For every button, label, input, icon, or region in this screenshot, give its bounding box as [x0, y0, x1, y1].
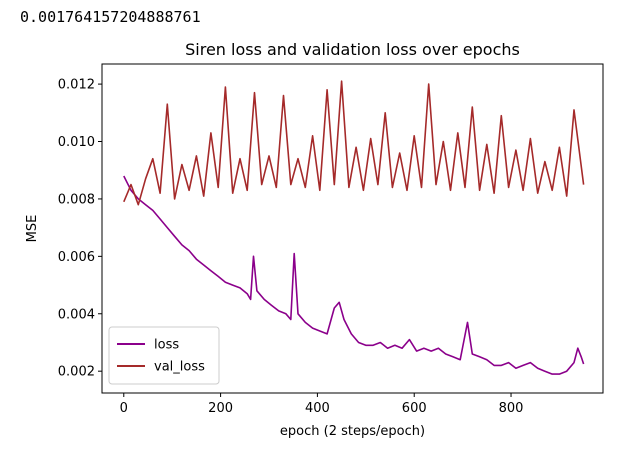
x-tick-label: 800 [499, 401, 524, 416]
y-axis-ticks: 0.002 0.004 0.006 0.008 0.010 0.012 [58, 78, 102, 380]
legend: loss val_loss [108, 326, 220, 385]
x-axis-ticks: 0 200 400 600 800 [120, 393, 524, 416]
series-line-loss [123, 175, 585, 375]
y-tick-label: 0.008 [58, 192, 95, 207]
series-layer [123, 80, 585, 375]
x-axis-label: epoch (2 steps/epoch) [280, 424, 425, 439]
x-tick-label: 600 [402, 401, 427, 416]
legend-label-loss: loss [154, 338, 179, 353]
y-axis-label: MSE [25, 215, 40, 243]
y-tick-label: 0.012 [58, 78, 95, 93]
legend-label-val-loss: val_loss [154, 360, 205, 375]
x-tick-label: 200 [208, 401, 233, 416]
x-tick-label: 0 [120, 401, 128, 416]
y-tick-label: 0.006 [58, 250, 95, 265]
y-tick-label: 0.004 [58, 307, 95, 322]
legend-box [108, 326, 220, 385]
cell-output-value: 0.001764157204888761 [20, 8, 201, 26]
x-tick-label: 400 [305, 401, 330, 416]
y-tick-label: 0.002 [58, 365, 95, 380]
axes-frame [101, 63, 604, 394]
y-tick-label: 0.010 [58, 135, 95, 150]
chart-title: Siren loss and validation loss over epoc… [185, 40, 520, 59]
series-line-val-loss [123, 80, 585, 206]
